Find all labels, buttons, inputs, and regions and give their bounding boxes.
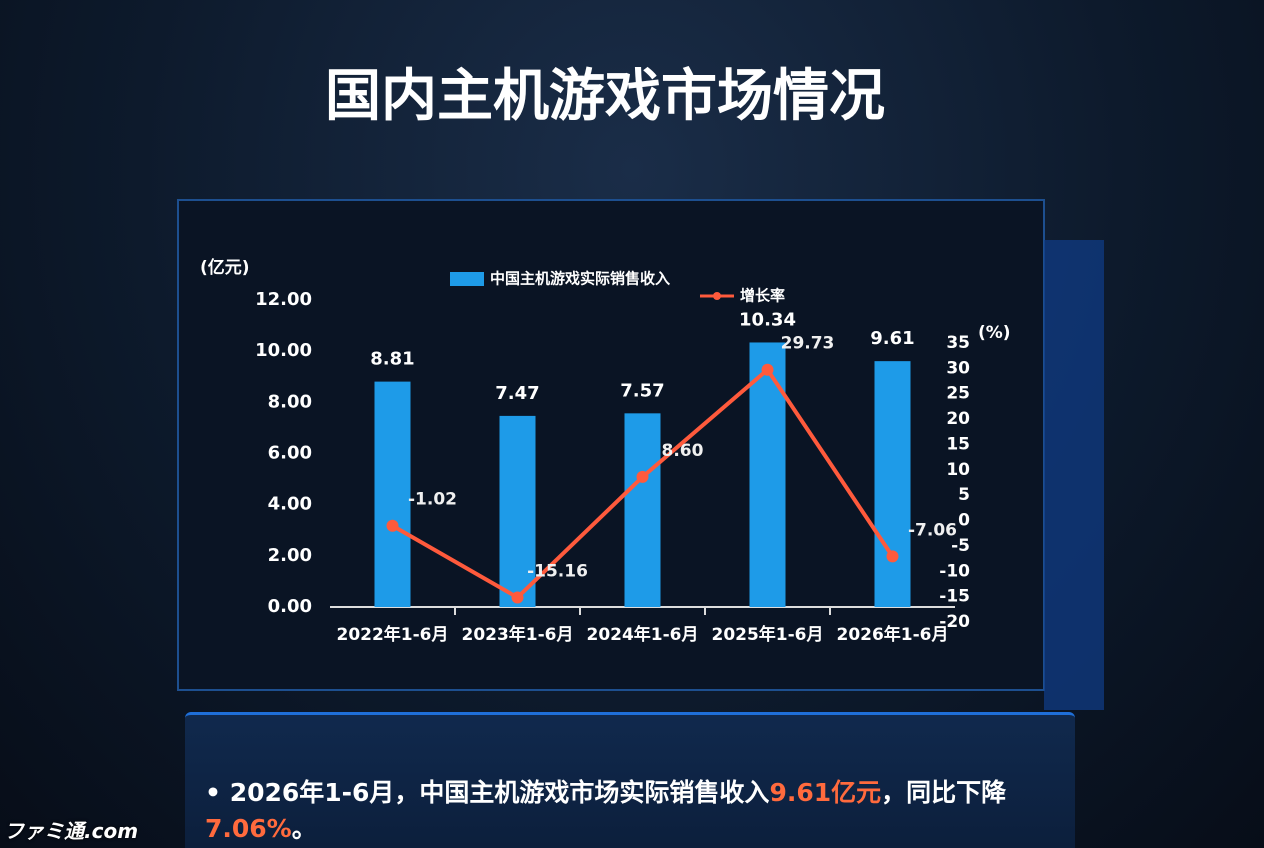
y2-tick-label: 30 [946, 358, 970, 378]
y-tick-label: 10.00 [255, 340, 312, 361]
legend-swatch [713, 292, 721, 300]
bar-value-label: 7.47 [495, 383, 539, 404]
x-tick-label: 2024年1-6月 [586, 624, 698, 645]
x-tick-label: 2023年1-6月 [461, 624, 573, 645]
growth-point [886, 550, 899, 563]
bar-value-label: 7.57 [620, 380, 664, 401]
y-tick-label: 2.00 [268, 545, 312, 566]
x-tick-label: 2025年1-6月 [711, 624, 823, 645]
bar [499, 415, 536, 607]
growth-value-label: -1.02 [408, 490, 457, 510]
bar [624, 413, 661, 607]
y2-tick-label: -5 [951, 536, 970, 556]
chart: 国内主机游戏市场情况 (亿元) (%) 0.00 2.00 4.00 6.00 8.00… [177, 64, 1104, 710]
bar [374, 381, 411, 607]
x-tick-label: 2022年1-6月 [336, 624, 448, 645]
bar-value-label: 8.81 [370, 349, 414, 370]
summary-part: ，同比下降 [881, 778, 1007, 807]
x-tick-label: 2026年1-6月 [836, 624, 948, 645]
y2-tick-label: 35 [946, 333, 970, 353]
y-tick-label: 6.00 [268, 443, 312, 464]
y2-tick-label: 20 [946, 409, 970, 429]
chart-title: 国内主机游戏市场情况 [325, 64, 885, 129]
y2-tick-label: -20 [939, 612, 970, 632]
growth-point [761, 363, 774, 376]
summary-highlight: 7.06% [205, 814, 292, 843]
y-tick-label: 8.00 [268, 391, 312, 412]
legend-label: 增长率 [740, 287, 785, 305]
summary-highlight: 9.61亿元 [769, 778, 882, 807]
summary-part: 。 [291, 814, 317, 843]
growth-point [636, 470, 649, 483]
y2-axis-label: (%) [978, 323, 1011, 343]
growth-value-label: -7.06 [908, 520, 957, 540]
y2-tick-label: 5 [958, 485, 970, 505]
y-tick-label: 4.00 [268, 494, 312, 515]
y2-tick-label: -10 [939, 561, 970, 581]
growth-value-label: 29.73 [781, 334, 835, 354]
bar-value-label: 9.61 [870, 328, 914, 349]
bar-value-label: 10.34 [739, 309, 796, 330]
summary-part: 2026年1-6月，中国主机游戏市场实际销售收入 [229, 778, 770, 807]
panel-side [1044, 240, 1104, 710]
watermark: ファミ通.com [4, 819, 139, 843]
bar [874, 361, 911, 607]
growth-point [386, 519, 399, 532]
y2-tick-label: 15 [946, 434, 970, 454]
summary-text: • 2026年1-6月，中国主机游戏市场实际销售收入9.61亿元，同比下降7.0… [205, 778, 1007, 843]
growth-value-label: 8.60 [662, 441, 704, 461]
y2-tick-label: 0 [958, 511, 970, 531]
y-tick-label: 0.00 [268, 596, 312, 617]
y2-tick-label: -15 [939, 587, 970, 607]
y-tick-label: 12.00 [255, 289, 312, 310]
y-axis-label: (亿元) [200, 257, 250, 278]
growth-point [511, 591, 524, 604]
y2-tick-label: 25 [946, 384, 970, 404]
legend-label: 中国主机游戏实际销售收入 [490, 270, 670, 288]
summary-box: • 2026年1-6月，中国主机游戏市场实际销售收入9.61亿元，同比下降7.0… [185, 712, 1075, 848]
growth-value-label: -15.16 [527, 561, 588, 581]
legend-swatch [450, 272, 484, 286]
y2-tick-label: 10 [946, 460, 970, 480]
